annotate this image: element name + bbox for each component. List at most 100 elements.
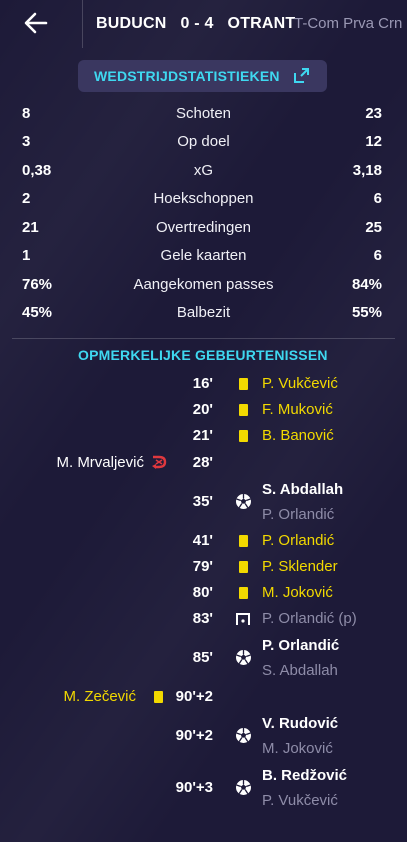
stat-home-value: 21 [22, 219, 39, 236]
event-row: 79' P. Sklender [0, 557, 407, 577]
event-minute: 16' [192, 375, 213, 392]
yellow-card-icon [239, 535, 248, 547]
event-row: M. Zečević 90'+2 [0, 687, 407, 707]
stat-label: Schoten [175, 105, 232, 122]
competition-name[interactable]: T-Com Prva Crn [294, 15, 403, 32]
event-minute: 85' [192, 649, 213, 666]
yellow-card-icon [239, 587, 248, 599]
event-minute: 79' [192, 558, 213, 575]
event-minute: 28' [192, 454, 213, 471]
stat-home-value: 3 [22, 133, 31, 150]
stat-row-passes: 76% Aangekomen passes 84% [0, 273, 407, 297]
event-assist[interactable]: M. Joković [262, 740, 333, 757]
back-button[interactable] [22, 9, 50, 37]
stat-home-value: 76% [22, 276, 53, 293]
event-row: 16' P. Vukčević [0, 374, 407, 394]
yellow-card-icon [239, 378, 248, 390]
stat-away-value: 3,18 [352, 162, 382, 179]
event-row: 83' P. Orlandić (p) [0, 609, 407, 629]
event-minute: 90'+2 [175, 727, 213, 744]
event-player[interactable]: B. Banović [262, 427, 334, 444]
stat-away-value: 6 [373, 247, 382, 264]
event-player[interactable]: P. Orlandić [262, 637, 340, 654]
match-header: BUDUCN 0 - 4 OTRANT T-Com Prva Crn [0, 0, 407, 48]
yellow-card-icon [239, 430, 248, 442]
event-row: 90'+2 V. Rudović M. Joković [0, 713, 407, 759]
event-assist[interactable]: P. Vukčević [262, 792, 338, 809]
event-player[interactable]: P. Vukčević [262, 375, 338, 392]
stat-row-xg: 0,38 xG 3,18 [0, 159, 407, 183]
event-minute: 21' [192, 427, 213, 444]
stat-row-fouls: 21 Overtredingen 25 [0, 216, 407, 240]
stat-away-value: 12 [365, 133, 382, 150]
stat-home-value: 8 [22, 105, 31, 122]
goal-ball-icon [236, 650, 251, 665]
scoreline: BUDUCN 0 - 4 OTRANT [96, 15, 295, 33]
events-title: OPMERKELIJKE GEBEURTENISSEN [78, 347, 328, 363]
away-team-name[interactable]: OTRANT [227, 15, 296, 32]
event-row: 41' P. Orlandić [0, 531, 407, 551]
event-player[interactable]: V. Rudović [262, 715, 339, 732]
event-row: 80' M. Joković [0, 583, 407, 603]
stat-away-value: 6 [373, 190, 382, 207]
event-player[interactable]: S. Abdallah [262, 481, 344, 498]
header-divider [82, 0, 83, 48]
match-stats-button[interactable]: WEDSTRIJDSTATISTIEKEN [78, 60, 327, 92]
event-minute: 41' [192, 532, 213, 549]
stat-row-on-target: 3 Op doel 12 [0, 130, 407, 154]
event-row: 20' F. Muković [0, 400, 407, 420]
injury-icon [152, 455, 167, 469]
event-player[interactable]: M. Joković [262, 584, 333, 601]
stat-label: xG [193, 162, 214, 179]
stat-label: Gele kaarten [160, 247, 247, 264]
event-minute: 90'+3 [175, 779, 213, 796]
stat-home-value: 45% [22, 304, 53, 321]
event-player[interactable]: P. Orlandić [262, 532, 335, 549]
match-score: 0 - 4 [180, 15, 214, 32]
stat-away-value: 25 [365, 219, 382, 236]
stat-away-value: 84% [351, 276, 382, 293]
stat-row-yellow-cards: 1 Gele kaarten 6 [0, 244, 407, 268]
yellow-card-icon [239, 404, 248, 416]
event-player[interactable]: M. Zečević [63, 688, 136, 705]
stat-label: Aangekomen passes [133, 276, 274, 293]
arrow-left-icon [24, 12, 48, 34]
match-stats-title: WEDSTRIJDSTATISTIEKEN [94, 68, 280, 84]
event-minute: 83' [192, 610, 213, 627]
event-assist[interactable]: S. Abdallah [262, 662, 338, 679]
event-row: 21' B. Banović [0, 426, 407, 446]
event-row: 35' S. Abdallah P. Orlandić [0, 479, 407, 525]
stat-label: Op doel [177, 133, 230, 150]
penalty-goal-icon [236, 613, 250, 625]
event-player[interactable]: P. Sklender [262, 558, 338, 575]
stat-label: Overtredingen [155, 219, 252, 236]
goal-ball-icon [236, 780, 251, 795]
event-player[interactable]: P. Orlandić (p) [262, 610, 357, 627]
event-player[interactable]: F. Muković [262, 401, 333, 418]
stat-row-corners: 2 Hoekschoppen 6 [0, 187, 407, 211]
yellow-card-icon [239, 561, 248, 573]
event-player[interactable]: B. Redžović [262, 767, 348, 784]
event-row: 85' P. Orlandić S. Abdallah [0, 635, 407, 681]
stat-home-value: 1 [22, 247, 31, 264]
stat-label: Balbezit [176, 304, 231, 321]
stat-home-value: 2 [22, 190, 31, 207]
event-minute: 90'+2 [175, 688, 213, 705]
stat-away-value: 55% [351, 304, 382, 321]
stat-label: Hoekschoppen [153, 190, 254, 207]
yellow-card-icon [154, 691, 163, 703]
stat-away-value: 23 [365, 105, 382, 122]
stat-row-possession: 45% Balbezit 55% [0, 301, 407, 325]
home-team-name[interactable]: BUDUCN [96, 15, 167, 32]
event-row: M. Mrvaljević 28' [0, 453, 407, 473]
stat-home-value: 0,38 [22, 162, 52, 179]
goal-ball-icon [236, 494, 251, 509]
stat-row-shots: 8 Schoten 23 [0, 102, 407, 126]
section-divider [12, 338, 395, 339]
event-player[interactable]: M. Mrvaljević [56, 454, 144, 471]
event-row: 90'+3 B. Redžović P. Vukčević [0, 765, 407, 811]
event-minute: 35' [192, 493, 213, 510]
event-minute: 20' [192, 401, 213, 418]
event-assist[interactable]: P. Orlandić [262, 506, 335, 523]
